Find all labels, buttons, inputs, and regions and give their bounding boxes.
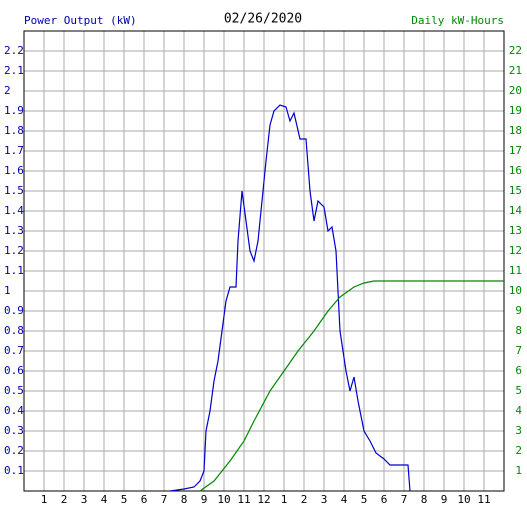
y2-tick-label: 9: [515, 304, 522, 317]
y2-tick-label: 3: [515, 424, 522, 437]
x-tick-label: 10: [217, 493, 230, 506]
x-tick-label: 2: [61, 493, 68, 506]
x-tick-label: 10: [457, 493, 470, 506]
y-tick-label: 1.5: [4, 184, 24, 197]
y-tick-label: 1: [4, 284, 11, 297]
y-tick-label: 0.4: [4, 404, 24, 417]
x-tick-label: 9: [441, 493, 448, 506]
y2-tick-label: 22: [509, 44, 522, 57]
y-tick-label: 1.6: [4, 164, 24, 177]
chart-title: 02/26/2020: [224, 12, 302, 27]
x-tick-label: 8: [181, 493, 188, 506]
y-tick-label: 1.4: [4, 204, 24, 217]
y-tick-label: 0.7: [4, 344, 24, 357]
x-tick-label: 4: [101, 493, 108, 506]
y2-tick-label: 12: [509, 244, 522, 257]
y2-tick-label: 15: [509, 184, 522, 197]
x-tick-label: 12: [257, 493, 270, 506]
x-tick-label: 11: [477, 493, 490, 506]
y-tick-label: 2.2: [4, 44, 24, 57]
y-tick-label: 2.1: [4, 64, 24, 77]
x-tick-label: 7: [401, 493, 408, 506]
x-tick-label: 5: [361, 493, 368, 506]
x-tick-label: 1: [41, 493, 48, 506]
x-tick-label: 8: [421, 493, 428, 506]
x-tick-label: 5: [121, 493, 128, 506]
y2-axis-title: Daily kW-Hours: [411, 14, 504, 27]
y-tick-label: 1.3: [4, 224, 24, 237]
y-tick-label: 1.2: [4, 244, 24, 257]
y2-tick-label: 11: [509, 264, 522, 277]
x-tick-label: 7: [161, 493, 168, 506]
y2-tick-label: 10: [509, 284, 522, 297]
y-tick-label: 0.6: [4, 364, 24, 377]
x-tick-label: 6: [381, 493, 388, 506]
y2-tick-label: 2: [515, 444, 522, 457]
plot-frame: [23, 30, 505, 492]
y-axis-title: Power Output (kW): [24, 14, 137, 27]
y2-tick-label: 4: [515, 404, 522, 417]
x-tick-label: 1: [281, 493, 288, 506]
y-tick-label: 1.7: [4, 144, 24, 157]
y2-tick-label: 19: [509, 104, 522, 117]
y2-tick-label: 8: [515, 324, 522, 337]
y-tick-label: 0.9: [4, 304, 24, 317]
y-tick-label: 1.9: [4, 104, 24, 117]
y2-tick-label: 6: [515, 364, 522, 377]
y-tick-label: 1.8: [4, 124, 24, 137]
x-tick-label: 6: [141, 493, 148, 506]
y2-tick-label: 13: [509, 224, 522, 237]
y2-tick-label: 7: [515, 344, 522, 357]
y-tick-label: 0.1: [4, 464, 24, 477]
x-tick-label: 11: [237, 493, 250, 506]
y2-tick-label: 5: [515, 384, 522, 397]
data-line: [199, 280, 504, 492]
y2-tick-label: 14: [509, 204, 523, 217]
x-tick-label: 2: [301, 493, 308, 506]
plot-layer: 0.1 0.2 0.3 0.4 0.5 0.6 0.7 0.8 0.9 1 1.1 1.2 1.3 1.4…: [4, 30, 523, 506]
x-tick-label: 3: [321, 493, 328, 506]
y-tick-label: 0.5: [4, 384, 24, 397]
x-tick-label: 9: [201, 493, 208, 506]
y-tick-label: 0.2: [4, 444, 24, 457]
data-line: [169, 104, 411, 492]
y-tick-label: 0.3: [4, 424, 24, 437]
y-tick-label: 0.8: [4, 324, 24, 337]
y-tick-label: 2: [4, 84, 11, 97]
y2-tick-label: 20: [509, 84, 522, 97]
y2-tick-label: 1: [515, 464, 522, 477]
y2-tick-label: 17: [509, 144, 522, 157]
y-tick-label: 1.1: [4, 264, 24, 277]
x-tick-label: 3: [81, 493, 88, 506]
y2-tick-label: 18: [509, 124, 522, 137]
x-tick-label: 4: [341, 493, 348, 506]
y2-tick-label: 21: [509, 64, 522, 77]
y2-tick-label: 16: [509, 164, 522, 177]
